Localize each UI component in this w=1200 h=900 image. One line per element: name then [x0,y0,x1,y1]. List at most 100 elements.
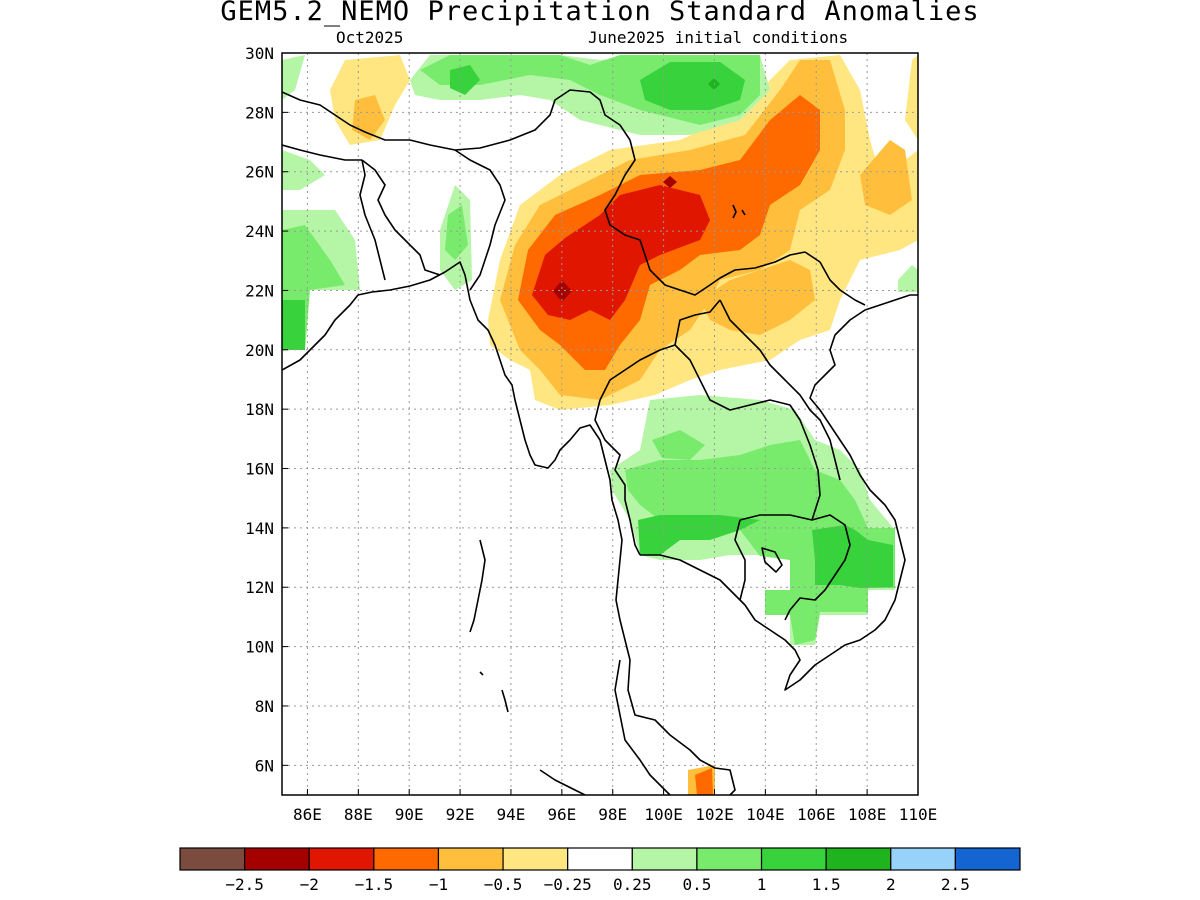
lon-tick-label: 90E [395,805,424,824]
anomaly-patch-minus-1 [860,140,912,215]
anomaly-patch-minus-2.5 [553,280,572,302]
anomaly-patch-plus-1 [445,205,468,260]
lat-tick-label: 20N [245,341,274,360]
coastline [614,659,671,795]
anomaly-patch-plus-1.5 [640,62,745,110]
colorbar-label: −2.5 [225,875,264,894]
country-border [282,144,362,161]
island-outline [501,689,509,713]
valid-month-label: Oct2025 [336,28,404,47]
lat-tick-label: 30N [245,44,274,63]
anomaly-patch-plus-1.5 [812,525,893,588]
coastline [282,261,736,795]
coastlines-and-borders [282,89,918,795]
colorbar-swatch [760,847,827,871]
colorbar-swatch [890,847,956,871]
lon-tick-label: 106E [797,805,836,824]
lon-tick-label: 88E [344,805,373,824]
lat-tick-label: 26N [245,163,274,182]
anomaly-patch-minus-2 [532,185,710,320]
colorbar-label: 1 [757,875,767,894]
anomaly-patch-plus-0.5 [898,265,918,292]
country-border [719,299,841,481]
lon-tick-label: 108E [848,805,887,824]
lon-tick-label: 96E [547,805,576,824]
island-outline [469,539,486,633]
map-frame [281,52,919,796]
colorbar-label: −2 [300,875,319,894]
lon-tick-label: 104E [746,805,785,824]
country-border [454,149,506,291]
island-outline [741,209,746,216]
colorbar-swatch [308,847,375,871]
lat-tick-label: 24N [245,222,274,241]
colorbar-swatch [954,847,1021,871]
country-border [359,159,386,281]
anomaly-patch-minus-0.5 [905,55,918,140]
anomaly-patch-minus-2.5 [663,176,677,188]
colorbar-swatch [179,847,246,871]
lat-tick-label: 22N [245,281,274,300]
colorbar-label: 2 [886,875,896,894]
colorbar-label: 1.5 [812,875,841,894]
lon-tick-label: 92E [446,805,475,824]
colorbar-swatch [437,847,504,871]
lat-lon-grid [282,53,919,795]
anomaly-patch-plus-0.5 [282,150,325,190]
colorbar-swatch [631,847,698,871]
country-border [674,344,821,521]
lon-tick-label: 94E [497,805,526,824]
lat-tick-label: 6N [255,756,274,775]
anomaly-patch-plus-1 [625,440,895,645]
colorbar-swatch [825,847,892,871]
country-border [739,514,851,621]
longitude-axis: 86E 88E 90E 92E 94E 96E 98E 100E 102E 104E 106E 108… [293,789,937,824]
lat-tick-label: 12N [245,578,274,597]
colorbar-swatch [696,847,763,871]
colorbar-label: −1 [429,875,448,894]
lon-tick-label: 98E [598,805,627,824]
anomaly-patch-minus-1.5 [695,768,713,795]
colorbar: −2.5 −2 −1.5 −1 −0.5 −0.25 0.25 0.5 1 1.5 2 2.5 [179,847,1021,894]
country-border [734,519,746,601]
colorbar-swatch [244,847,310,871]
colorbar-label: −0.25 [544,875,592,894]
latitude-axis: 30N 28N 26N 24N 22N 20N 18N 16N 14N 12N 10N 8N 6N [245,44,288,775]
lon-tick-label: 100E [644,805,683,824]
colorbar-swatch [502,847,569,871]
country-border [282,89,631,151]
lat-tick-label: 14N [245,519,274,538]
anomaly-patch-plus-1 [652,430,705,460]
coastline [640,294,918,691]
lon-tick-label: 110E [899,805,938,824]
lat-tick-label: 8N [255,697,274,716]
colorbar-swatch [373,847,440,871]
lake-outline [761,547,783,573]
anomaly-patch-plus-0.5 [282,55,305,100]
anomaly-patch-plus-1.5 [450,65,480,95]
island-outline [732,204,737,219]
colorbar-label: −0.5 [484,875,523,894]
initial-conditions-label: June2025 initial conditions [588,28,849,47]
lon-tick-label: 86E [293,805,322,824]
colorbar-label: 0.5 [682,875,711,894]
colorbar-label: 2.5 [941,875,970,894]
anomaly-patch-plus-1.5 [638,515,760,555]
colorbar-label: 0.25 [613,875,652,894]
country-border [604,139,806,296]
anomaly-patch-minus-1 [352,95,385,140]
anomaly-patch-plus-1.5 [282,300,305,350]
lat-tick-label: 18N [245,400,274,419]
island-outline [479,671,484,676]
country-border [361,159,441,276]
country-border [594,399,641,556]
colorbar-swatch [567,847,633,871]
lat-tick-label: 16N [245,460,274,479]
colorbar-label: −1.5 [355,875,394,894]
country-border [599,299,721,401]
lon-tick-label: 102E [695,805,734,824]
country-border [804,251,866,306]
map-title: GEM5.2_NEMO Precipitation Standard Anoma… [220,0,980,27]
lat-tick-label: 28N [245,103,274,122]
